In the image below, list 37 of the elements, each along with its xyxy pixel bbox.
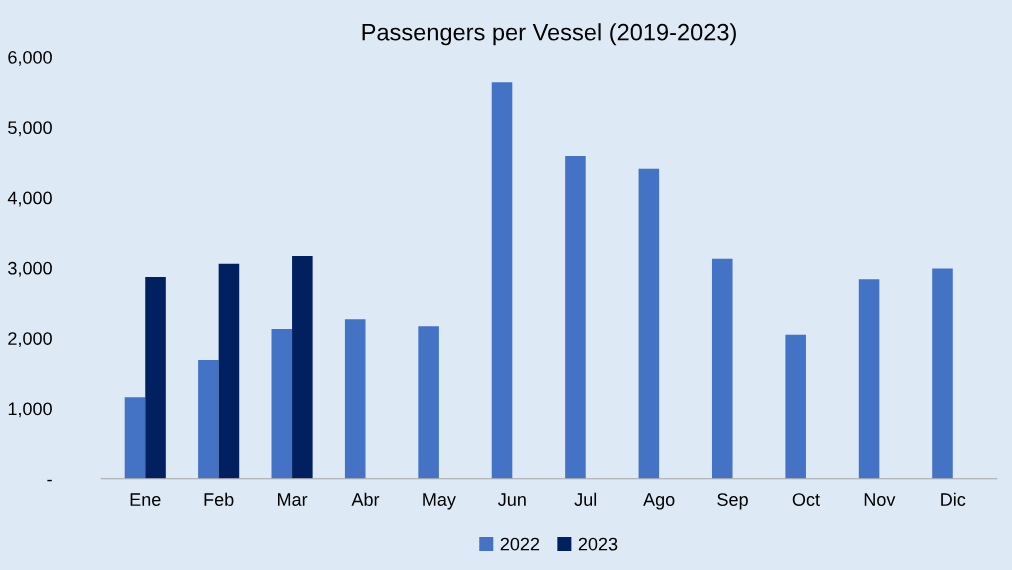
bar	[271, 329, 293, 479]
x-tick-label: Ene	[130, 493, 161, 506]
legend-label: 2023	[578, 537, 618, 551]
bar	[858, 279, 880, 479]
y-tick-label: 3,000	[8, 261, 52, 277]
bar	[565, 156, 586, 479]
y-tick-label: 2,000	[8, 332, 52, 348]
bar	[292, 255, 313, 479]
legend-label: 2022	[500, 537, 540, 551]
y-tick-label: 5,000	[8, 121, 52, 137]
x-tick-label: Dic	[941, 492, 966, 506]
bar	[124, 397, 146, 479]
x-tick-label: Nov	[864, 493, 896, 506]
bar	[711, 258, 733, 479]
x-tick-label: Sep	[717, 493, 748, 510]
x-tick-label: Abr	[351, 492, 380, 506]
x-tick-label: Ago	[643, 493, 675, 510]
bar	[198, 359, 219, 479]
bar	[638, 168, 660, 479]
x-tick-label: Jun	[498, 493, 526, 506]
y-tick-label: 6,000	[8, 50, 52, 66]
x-tick-label: Oct	[792, 493, 820, 506]
bar	[932, 268, 953, 479]
bar	[344, 319, 366, 479]
y-tick-label: 4,000	[7, 191, 52, 207]
x-tick-label: Mar	[278, 493, 308, 506]
y-tick-label: -	[47, 479, 52, 482]
bar	[491, 82, 513, 479]
bar	[785, 334, 806, 479]
x-tick-label: Feb	[204, 492, 234, 506]
x-tick-label: May	[423, 493, 456, 510]
x-tick-label: Jul	[574, 492, 597, 506]
bar	[145, 277, 166, 479]
bar	[218, 263, 240, 479]
chart-title: Passengers per Vessel (2019-2023)	[362, 23, 736, 46]
bar	[418, 326, 439, 479]
y-tick-label: 1,000	[8, 402, 52, 418]
